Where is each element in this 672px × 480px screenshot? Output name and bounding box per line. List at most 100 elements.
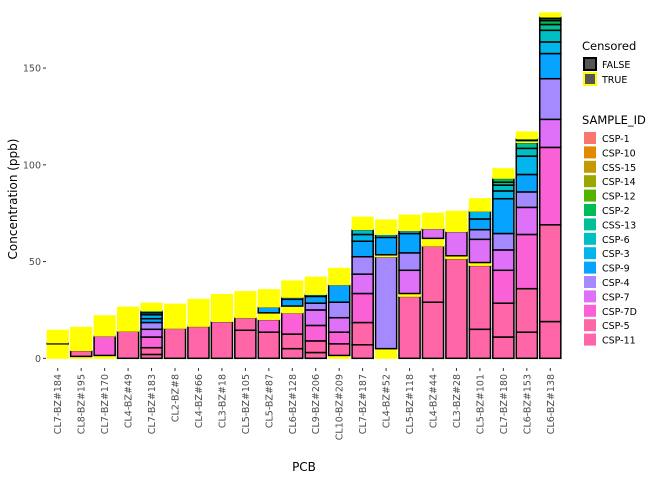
bar-segment — [539, 12, 562, 18]
bar-segment — [69, 349, 93, 358]
bar-segment — [327, 316, 351, 333]
x-tick-label: CL7-BZ#170 — [100, 374, 111, 434]
legend-sample-key — [584, 232, 596, 245]
x-tick-label: CL4-BZ#49 — [124, 374, 135, 428]
legend-sample-label: CSP-4 — [602, 278, 630, 289]
x-axis: CL7-BZ#184 CL8-BZ#195 CL7-BZ#170 CL4-BZ#49 C… — [53, 368, 557, 440]
bar-segment — [538, 29, 562, 43]
bar-segment — [351, 292, 374, 324]
bar-segment — [327, 284, 351, 303]
legend-sample-label: CSP-2 — [602, 206, 630, 217]
bar-segment — [538, 23, 562, 32]
bar-segment — [304, 340, 328, 354]
legend-sample-key — [584, 276, 596, 288]
bar-segment — [257, 289, 280, 306]
legend-sample-label: CSP-3 — [602, 249, 630, 260]
bar-segment — [327, 343, 351, 357]
bar-segment — [445, 257, 468, 360]
legend-sample-label: CSP-9 — [602, 264, 630, 275]
bar-segment — [398, 295, 421, 360]
bar-segment — [398, 232, 421, 254]
bar-segment — [304, 276, 327, 295]
legend-sample-label: CSP-1 — [602, 134, 630, 145]
legend-censored-title: Censored — [582, 39, 636, 53]
legend-sample-label: CSP-12 — [602, 192, 636, 203]
bar-segment — [351, 216, 374, 228]
bar-segment — [281, 280, 304, 298]
bar-stack — [304, 276, 328, 360]
x-tick-label: CL6-BZ#153 — [522, 374, 533, 434]
legend-censored-label: TRUE — [601, 75, 627, 86]
bar-segment — [280, 312, 304, 335]
x-tick-label: CL5-BZ#87 — [264, 374, 275, 428]
bar-segment — [538, 77, 562, 121]
bar-segment — [468, 238, 492, 264]
bar-stack — [492, 168, 515, 360]
legend-sample-key — [584, 261, 596, 274]
x-tick-label: CL5-BZ#101 — [475, 374, 486, 434]
bar-segment — [351, 228, 374, 236]
bar-segment — [210, 293, 233, 323]
bar-segment — [327, 331, 351, 345]
bar-segment — [351, 344, 374, 360]
bar-segment — [187, 298, 210, 317]
bar-segment — [515, 131, 538, 140]
legend-sample-label: CSP-7D — [602, 307, 637, 318]
y-axis-title: Concentration (ppb) — [6, 139, 20, 260]
bar-segment — [257, 331, 281, 360]
bar-segment — [445, 210, 468, 233]
bar-stack — [445, 210, 468, 360]
legend-censored-key — [583, 72, 597, 86]
bar-segment — [398, 269, 421, 295]
bar-stack — [46, 329, 70, 359]
bar-segment — [515, 173, 539, 193]
y-axis: 0 50 100 150 — [23, 64, 46, 365]
bar-segment — [375, 219, 398, 231]
bar-stack — [421, 212, 445, 360]
bar-segment — [492, 168, 515, 179]
bar-segment — [351, 240, 374, 258]
bar-segment — [280, 298, 304, 307]
x-tick-label: CL4-BZ#66 — [194, 374, 205, 428]
bar-segment — [398, 252, 421, 272]
bar-stack — [280, 280, 304, 360]
x-tick-label: CL10-BZ#209 — [335, 374, 346, 440]
bar-segment — [140, 321, 163, 331]
bar-segment — [538, 52, 562, 80]
bar-segment — [234, 329, 257, 360]
bar-segment — [163, 327, 187, 360]
bar-stack — [468, 198, 492, 360]
bar-segment — [140, 328, 163, 338]
bar-segment — [210, 320, 234, 360]
bar-stack — [116, 306, 140, 360]
legend-sample-label: CSP-14 — [602, 177, 636, 188]
bar-segment — [538, 41, 562, 55]
x-axis-title: PCB — [292, 460, 316, 474]
x-tick-label: CL2-BZ#8 — [171, 374, 182, 422]
bar-stack — [187, 298, 210, 360]
bar-segment — [327, 301, 351, 319]
bar-segment — [538, 118, 562, 149]
bar-segment — [515, 233, 539, 290]
bar-segment — [351, 255, 374, 275]
bar-stack — [515, 131, 539, 360]
bar-segment — [257, 306, 281, 314]
bar-segment — [538, 320, 562, 360]
bar-segment — [538, 146, 562, 226]
legend-sample-key — [584, 333, 596, 346]
bar-segment — [468, 210, 492, 220]
bar-segment — [515, 206, 539, 236]
legend-sample-label: CSS-15 — [602, 163, 636, 174]
bar-segment — [421, 301, 445, 360]
x-tick-label: CL3-BZ#18 — [217, 374, 228, 428]
bar-segment — [70, 326, 93, 340]
bar-stack — [163, 303, 187, 360]
legend-sample-label: CSS-13 — [602, 220, 636, 231]
legend-sample-key — [584, 304, 596, 317]
bar-segment — [280, 347, 304, 360]
bar-segment — [328, 267, 351, 286]
bar-segment — [492, 249, 515, 272]
bar-segment — [492, 336, 515, 360]
bar-segment — [538, 224, 562, 323]
legend-sample-key — [584, 146, 596, 159]
